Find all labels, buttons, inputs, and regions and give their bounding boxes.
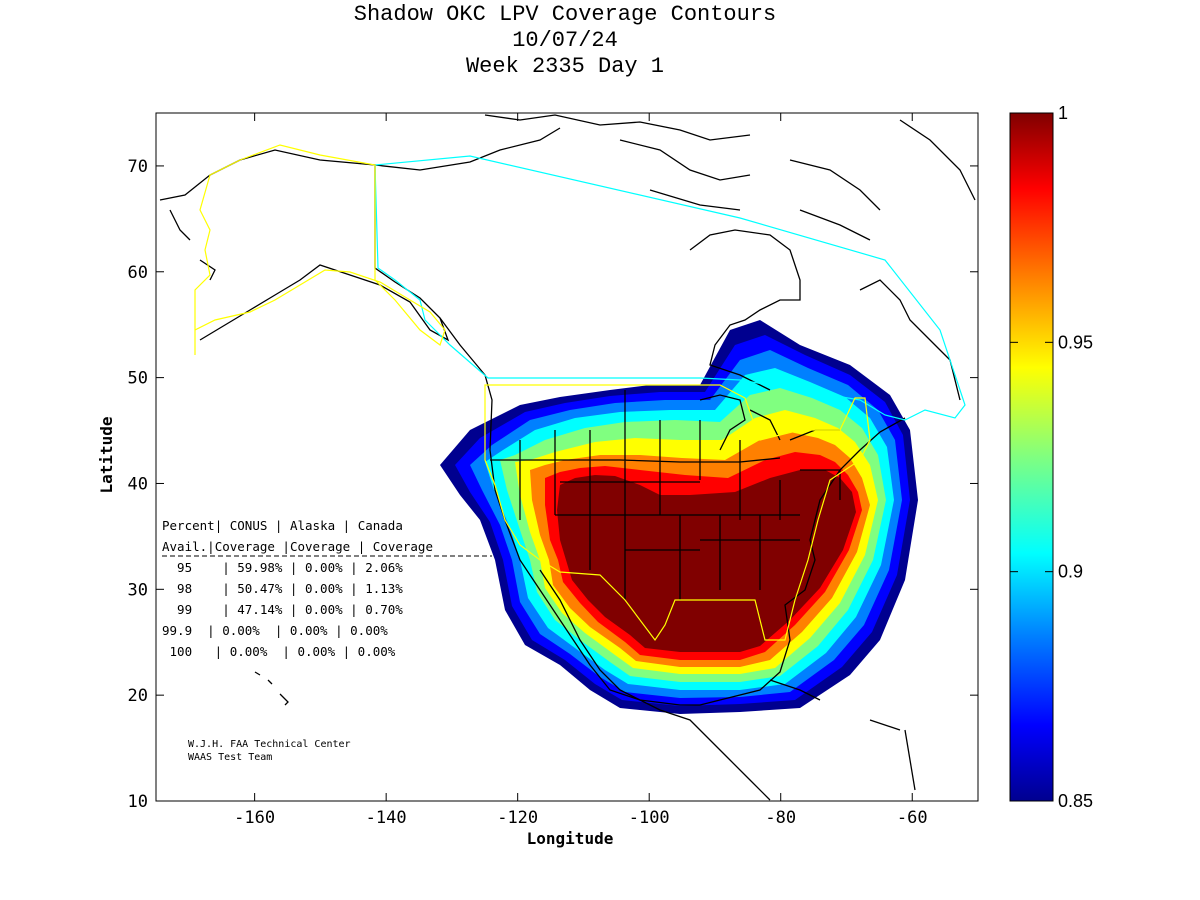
x-tick-label: -120 [497, 808, 538, 828]
x-axis-label: Longitude [527, 829, 614, 848]
y-tick-label: 20 [128, 686, 148, 706]
arctic-islands [619, 119, 976, 241]
colorbar-tick-label: 0.9 [1058, 562, 1083, 582]
hdr-avail: Avail. [162, 539, 207, 554]
x-tick-label: -160 [234, 808, 275, 828]
us-state-lines [490, 390, 841, 600]
y-tick-label: 40 [128, 474, 148, 494]
table-header-row1: Percent| CONUS | Alaska | Canada [162, 518, 403, 533]
hdr-coverage-canada: Coverage [373, 539, 433, 554]
mexico-central-america [539, 569, 916, 801]
x-tick-label: -80 [765, 808, 796, 828]
plot-frame [155, 112, 979, 802]
colorbar-tick-label: 0.85 [1058, 791, 1093, 811]
table-row: 95 | 59.98% | 0.00% | 2.06% [162, 560, 403, 575]
table-rows: 95 | 59.98% | 0.00% | 2.06% 98 | 50.47% … [162, 560, 403, 659]
hdr-coverage-alaska: Coverage [290, 539, 350, 554]
coastlines [159, 114, 976, 801]
coverage-contours [440, 320, 918, 714]
y-tick-label: 30 [128, 580, 148, 600]
y-tick-label: 60 [128, 263, 148, 283]
hdr-percent: Percent [162, 518, 215, 533]
hdr-canada: Canada [358, 518, 403, 533]
hdr-conus: CONUS [230, 518, 268, 533]
y-tick-label: 70 [128, 157, 148, 177]
alaska-boundary [194, 144, 446, 355]
canada-boundary [374, 155, 966, 421]
y-tick-label: 10 [128, 792, 148, 812]
table-row: 99.9 | 0.00% | 0.00% | 0.00% [162, 623, 388, 638]
canada-coast [374, 114, 961, 706]
coverage-table: Percent| CONUS | Alaska | Canada Avail.|… [162, 518, 492, 659]
conus-boundary [484, 384, 871, 642]
axis-ticks: -160 -140 -120 -100 -80 -60 10 20 30 40 50 60 70 [128, 113, 978, 828]
y-tick-label: 50 [128, 369, 148, 389]
hdr-coverage-conus: Coverage [215, 539, 275, 554]
table-row: 100 | 0.00% | 0.00% | 0.00% [162, 644, 396, 659]
x-tick-label: -140 [366, 808, 407, 828]
credit-line1: W.J.H. FAA Technical Center [188, 739, 351, 750]
table-header-row2: Avail.|Coverage |Coverage | Coverage [162, 539, 433, 554]
x-tick-label: -100 [629, 808, 670, 828]
credit-line2: WAAS Test Team [188, 752, 272, 763]
colorbar [1009, 112, 1054, 802]
x-tick-label: -60 [897, 808, 928, 828]
colorbar-tick-label: 1 [1058, 103, 1068, 123]
y-axis-label: Latitude [97, 416, 116, 493]
colorbar-ticks: 1 0.95 0.9 0.85 [1010, 103, 1093, 811]
chart-week-day: Week 2335 Day 1 [465, 54, 665, 79]
hawaii-islands [254, 671, 289, 706]
chart-date: 10/07/24 [512, 28, 618, 53]
table-row: 99 | 47.14% | 0.00% | 0.70% [162, 602, 403, 617]
table-row: 98 | 50.47% | 0.00% | 1.13% [162, 581, 403, 596]
hdr-alaska: Alaska [290, 518, 335, 533]
chart-title: Shadow OKC LPV Coverage Contours [353, 2, 777, 27]
colorbar-tick-label: 0.95 [1058, 332, 1093, 352]
